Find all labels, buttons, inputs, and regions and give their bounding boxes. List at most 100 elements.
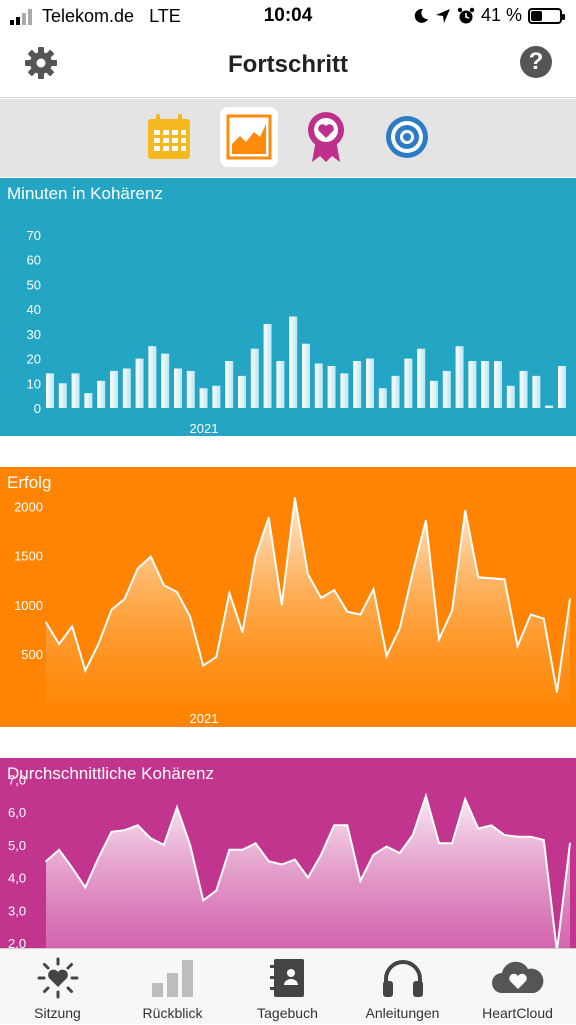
y-tick-label: 3,0 — [8, 903, 26, 918]
heart-sun-icon — [37, 957, 78, 999]
battery-fill — [531, 10, 543, 21]
data-point — [294, 497, 296, 499]
data-point — [228, 592, 231, 594]
chart-bar — [340, 373, 349, 408]
data-point — [163, 584, 165, 586]
chart-bar — [174, 368, 182, 408]
data-point — [372, 853, 375, 856]
y-tick-label: 1500 — [14, 549, 43, 564]
battery-percent: 41 % — [480, 5, 522, 25]
success-chart-title: Erfolg — [7, 473, 52, 492]
data-point — [215, 889, 218, 892]
page-title: Fortschritt — [228, 51, 348, 78]
data-point — [333, 589, 336, 591]
cloud-heart-icon — [491, 961, 543, 993]
chart-bar — [122, 368, 131, 408]
battery-icon — [528, 7, 565, 24]
data-point — [385, 845, 388, 848]
data-point — [372, 588, 375, 590]
y-tick-label: 1000 — [14, 598, 43, 613]
view-switcher — [0, 99, 576, 177]
tabbar-item-anleitungen[interactable]: Anleitungen — [345, 949, 460, 1025]
data-point — [451, 842, 453, 845]
chart-bar — [84, 393, 93, 408]
data-point — [202, 899, 204, 902]
target-icon — [386, 116, 428, 158]
data-point — [425, 519, 427, 522]
data-point — [84, 886, 87, 889]
data-point — [281, 863, 283, 866]
data-point — [438, 842, 440, 845]
tabbar-item-sitzung[interactable]: Sitzung — [0, 949, 115, 1025]
chart-bar — [250, 348, 259, 408]
data-point — [110, 831, 113, 833]
data-point — [425, 795, 427, 797]
chart-bar — [430, 380, 438, 408]
data-point — [503, 834, 506, 836]
minutes-bar-chart: 0 10 20 30 40 50 60 70 2021 — [27, 228, 566, 436]
data-point — [123, 829, 126, 831]
chart-bar — [225, 361, 234, 408]
y-tick-label: 70 — [27, 228, 41, 243]
data-point — [281, 604, 283, 606]
carrier-name: Telekom.de — [42, 6, 135, 26]
y-tick-label: 5,0 — [8, 838, 26, 853]
chart-bar — [97, 380, 106, 408]
tab-chart[interactable] — [220, 107, 278, 167]
tab-goals[interactable] — [378, 107, 436, 167]
status-time: 10:04 — [263, 5, 313, 26]
y-tick-label: 500 — [21, 647, 43, 662]
tabbar-label: Tagebuch — [257, 1005, 318, 1021]
tab-calendar[interactable] — [140, 107, 198, 167]
moon-icon — [414, 8, 428, 23]
success-chart-panel: 500 1000 1500 2000 2021 Erfolg — [0, 467, 576, 727]
data-point — [254, 555, 257, 558]
data-point — [123, 598, 126, 600]
chart-bar — [276, 361, 285, 408]
data-point — [45, 860, 47, 862]
data-point — [569, 598, 571, 600]
chart-bar — [519, 370, 528, 408]
chart-bar — [289, 316, 298, 408]
chart-bar — [110, 370, 118, 408]
data-point — [398, 627, 401, 630]
tabbar-item-heartcloud[interactable]: HeartCloud — [460, 949, 575, 1025]
y-tick-label: 7,0 — [8, 773, 26, 788]
y-tick-label: 40 — [27, 302, 41, 317]
question-mark-icon[interactable]: ? — [520, 46, 552, 78]
journal-icon — [269, 959, 304, 997]
data-point — [307, 876, 309, 879]
data-point — [163, 844, 165, 846]
tabbar-item-rueckblick[interactable]: Rückblick — [115, 949, 230, 1025]
y-tick-label: 30 — [27, 327, 41, 342]
minutes-chart-panel: 0 10 20 30 40 50 60 70 2021 Minuten in Kohärenz — [0, 178, 576, 436]
alarm-icon — [457, 7, 475, 23]
data-point — [84, 669, 87, 672]
data-point — [267, 860, 270, 862]
data-point — [412, 834, 414, 836]
headphones-icon — [382, 960, 423, 997]
navigation-bar: Fortschritt ? — [0, 34, 576, 98]
tabbar-item-tagebuch[interactable]: Tagebuch — [230, 949, 345, 1025]
data-point — [215, 656, 218, 658]
data-point — [320, 597, 322, 599]
data-point — [254, 842, 257, 845]
chart-bar — [148, 346, 157, 408]
data-point — [71, 625, 73, 628]
chart-bar — [46, 373, 54, 408]
chart-bar — [186, 370, 195, 408]
success-area-chart: 500 1000 1500 2000 2021 — [14, 497, 571, 726]
data-point — [241, 631, 244, 634]
data-point — [97, 857, 100, 859]
data-point — [58, 643, 60, 645]
chart-bar — [212, 385, 221, 408]
area-fill — [46, 795, 570, 948]
data-point — [477, 827, 480, 830]
tab-awards[interactable] — [297, 107, 355, 167]
data-point — [189, 615, 191, 618]
gear-icon[interactable] — [24, 46, 58, 80]
chart-bar — [302, 343, 310, 408]
data-point — [58, 849, 60, 851]
data-point — [490, 824, 493, 827]
data-point — [267, 516, 270, 519]
